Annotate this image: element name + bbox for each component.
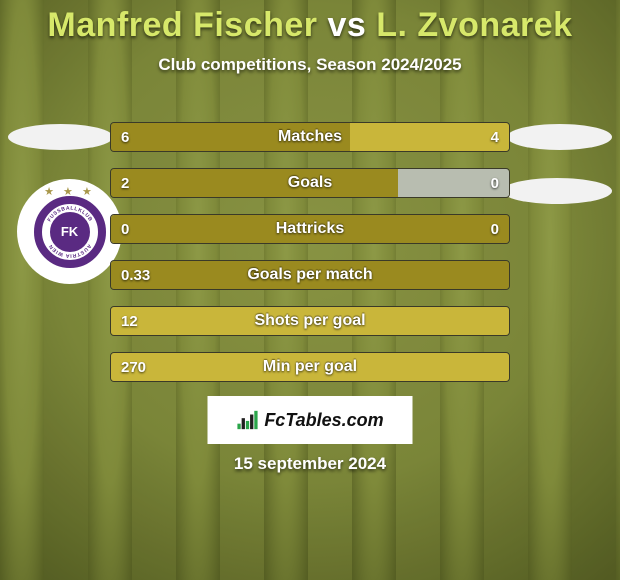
date-label: 15 september 2024 — [0, 454, 620, 474]
stat-row: 0.33Goals per match — [110, 260, 510, 290]
stat-bar-left — [111, 123, 350, 151]
title-player1: Manfred Fischer — [47, 6, 317, 44]
badge-monogram: FK — [53, 215, 87, 249]
stat-bar-left — [111, 353, 509, 381]
stat-row: 270Min per goal — [110, 352, 510, 382]
title-player2: L. Zvonarek — [376, 6, 572, 44]
club-badge: ★ ★ ★ FUSSBALLKLUB AUSTRIA WIEN FK — [17, 179, 122, 284]
stat-bar-left — [111, 215, 509, 243]
photo-placeholder — [502, 178, 612, 204]
subtitle: Club competitions, Season 2024/2025 — [0, 55, 620, 75]
stat-bar-left — [111, 307, 509, 335]
stat-bar-left — [111, 261, 509, 289]
stat-row: 20Goals — [110, 168, 510, 198]
fctables-logo-icon — [236, 409, 258, 431]
fctables-watermark: FcTables.com — [208, 396, 413, 444]
stat-bar-right — [350, 123, 509, 151]
badge-inner: FUSSBALLKLUB AUSTRIA WIEN FK — [34, 196, 106, 268]
content-root: Manfred Fischer vs L. Zvonarek Club comp… — [0, 0, 620, 580]
stat-bar-right — [398, 169, 509, 197]
photo-placeholder — [8, 124, 113, 150]
fctables-text: FcTables.com — [264, 410, 383, 431]
stat-bar-left — [111, 169, 398, 197]
stat-row: 64Matches — [110, 122, 510, 152]
page-title: Manfred Fischer vs L. Zvonarek — [0, 0, 620, 45]
photo-placeholder — [507, 124, 612, 150]
title-vs: vs — [327, 6, 366, 44]
comparison-bars: 64Matches 20Goals 00Hattricks 0.33Goals per… — [110, 122, 510, 398]
stat-row: 12Shots per goal — [110, 306, 510, 336]
stat-row: 00Hattricks — [110, 214, 510, 244]
